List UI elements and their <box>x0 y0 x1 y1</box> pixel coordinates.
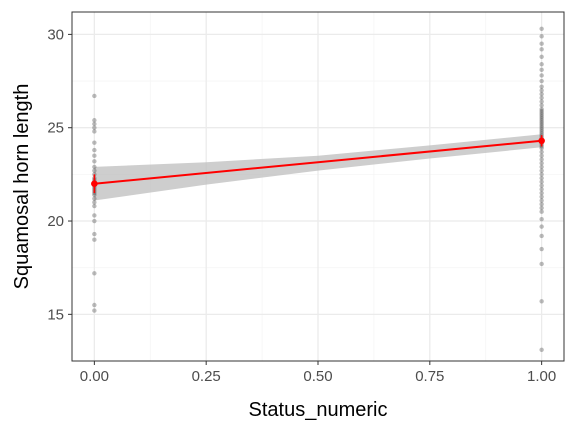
data-point <box>539 183 544 188</box>
fit-line <box>94 139 542 185</box>
data-point <box>92 121 97 127</box>
data-point <box>539 205 544 211</box>
data-point <box>539 190 544 196</box>
data-point <box>539 168 544 173</box>
data-point <box>539 179 544 185</box>
data-point <box>539 95 544 101</box>
data-point <box>92 140 97 145</box>
data-point <box>539 198 544 203</box>
data-point <box>92 164 97 170</box>
data-point <box>92 200 97 205</box>
data-point <box>92 302 97 308</box>
x-tick-label: 0.75 <box>415 368 444 385</box>
data-point <box>539 125 544 130</box>
data-point <box>539 47 544 52</box>
data-point <box>539 194 544 199</box>
data-point <box>92 271 97 276</box>
data-point <box>539 146 544 151</box>
data-point <box>92 93 97 99</box>
data-point <box>539 54 544 59</box>
data-point <box>539 202 544 207</box>
data-point <box>92 118 97 123</box>
data-point <box>539 224 544 229</box>
data-point <box>92 308 97 313</box>
mean-point <box>538 137 545 145</box>
data-point <box>92 196 97 201</box>
y-tick-label: 30 <box>47 26 64 43</box>
y-axis-title: Squamosal horn length <box>11 84 33 290</box>
data-point <box>539 73 544 78</box>
data-point <box>539 67 544 73</box>
data-point <box>539 99 544 104</box>
data-point <box>539 103 544 108</box>
y-tick-label: 25 <box>47 120 64 137</box>
data-point <box>92 147 97 153</box>
data-point <box>539 187 544 192</box>
data-point <box>539 299 544 304</box>
x-tick-label: 0.00 <box>80 368 109 385</box>
data-point <box>539 127 544 132</box>
data-point <box>539 131 544 136</box>
data-point <box>92 168 97 173</box>
data-point <box>92 237 97 242</box>
data-point <box>539 209 544 214</box>
data-point <box>539 78 544 84</box>
data-point <box>539 216 544 222</box>
data-point <box>539 41 544 46</box>
data-point <box>539 106 544 112</box>
data-point <box>92 125 97 130</box>
data-point <box>539 121 544 127</box>
x-axis-title: Status_numeric <box>249 399 388 421</box>
x-axis: 0.00 0.25 0.50 0.75 1.00 <box>80 361 556 385</box>
data-point <box>539 347 544 353</box>
data-point <box>92 129 97 134</box>
data-point <box>539 153 544 158</box>
data-point <box>92 213 97 218</box>
data-point <box>539 26 544 31</box>
x-tick-label: 1.00 <box>527 368 556 385</box>
data-point <box>539 261 544 267</box>
data-point <box>539 172 544 177</box>
data-point <box>539 157 544 162</box>
data-point <box>539 123 544 129</box>
data-point <box>539 112 544 117</box>
y-axis: 15 20 25 30 <box>47 26 72 323</box>
data-point <box>539 91 544 97</box>
data-point <box>539 84 544 89</box>
fit-layer <box>91 135 545 194</box>
data-point <box>539 164 544 170</box>
x-tick-label: 0.50 <box>303 368 332 385</box>
data-point <box>539 246 544 252</box>
x-tick-label: 0.25 <box>192 368 221 385</box>
data-point <box>92 203 97 209</box>
data-point <box>539 149 544 155</box>
data-point <box>539 160 544 166</box>
data-point <box>539 119 544 125</box>
data-point <box>539 110 544 115</box>
data-point <box>539 175 544 181</box>
data-point <box>539 108 544 114</box>
data-point <box>92 231 97 237</box>
y-tick-label: 20 <box>47 213 64 230</box>
mean-point <box>91 180 98 188</box>
data-point <box>539 34 544 39</box>
data-point <box>92 159 97 164</box>
data-point <box>92 153 97 158</box>
y-tick-label: 15 <box>47 306 64 323</box>
data-point <box>92 192 97 198</box>
data-point <box>539 116 544 121</box>
data-point <box>539 114 544 119</box>
data-point <box>539 62 544 67</box>
data-point <box>539 88 544 93</box>
data-point <box>539 129 544 134</box>
data-point <box>539 118 544 123</box>
data-point <box>92 218 97 224</box>
data-point <box>539 233 544 239</box>
